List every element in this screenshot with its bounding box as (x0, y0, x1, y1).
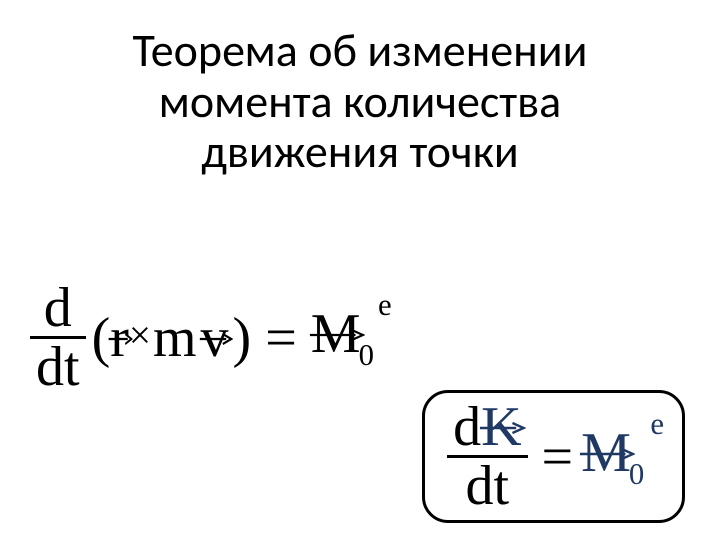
cross-product: × (129, 313, 151, 358)
slide: Теорема об изменении момента количества … (0, 0, 720, 540)
vector-arrow-icon (199, 296, 233, 310)
vector-M: M (311, 302, 361, 366)
fraction-dK-dt: d K dt (447, 399, 527, 514)
equals-sign: = (265, 306, 297, 370)
equation-1: d dt ( r × m (30, 280, 390, 395)
vector-arrow-icon (108, 296, 133, 310)
vector-K: K (481, 399, 521, 455)
vector-r: r (110, 306, 129, 370)
title-line-1: Теорема об изменении (132, 23, 587, 79)
title-line-3: движения точки (201, 124, 519, 180)
symbol-d: d (453, 396, 481, 458)
vector-arrow-icon (579, 411, 635, 425)
equation-box: d K dt = (422, 390, 685, 523)
subscript-0: 0 (359, 338, 374, 372)
vector-arrow-icon (479, 389, 525, 403)
vector-arrow-icon (309, 292, 365, 306)
moment-M: M 0e (581, 421, 660, 491)
fraction-bot: dt (447, 458, 527, 514)
superscript-e: e (378, 288, 392, 322)
fraction-d-dt: d dt (30, 280, 86, 395)
fraction-bot: dt (30, 339, 86, 395)
moment-M: M 0e (311, 302, 390, 372)
slide-title: Теорема об изменении момента количества … (40, 26, 680, 178)
fraction-top: d (30, 280, 86, 339)
subscript-0: 0 (629, 457, 644, 491)
superscript-e: e (650, 407, 664, 441)
vector-M: M (581, 421, 631, 485)
paren-close: ) (233, 306, 252, 370)
symbol-m: m (153, 306, 197, 370)
equation-2: d K dt = (422, 390, 685, 523)
vector-v: v (201, 306, 229, 370)
fraction-top: d K (447, 399, 527, 458)
title-line-2: момента количества (159, 74, 561, 130)
equals-sign: = (542, 425, 574, 489)
